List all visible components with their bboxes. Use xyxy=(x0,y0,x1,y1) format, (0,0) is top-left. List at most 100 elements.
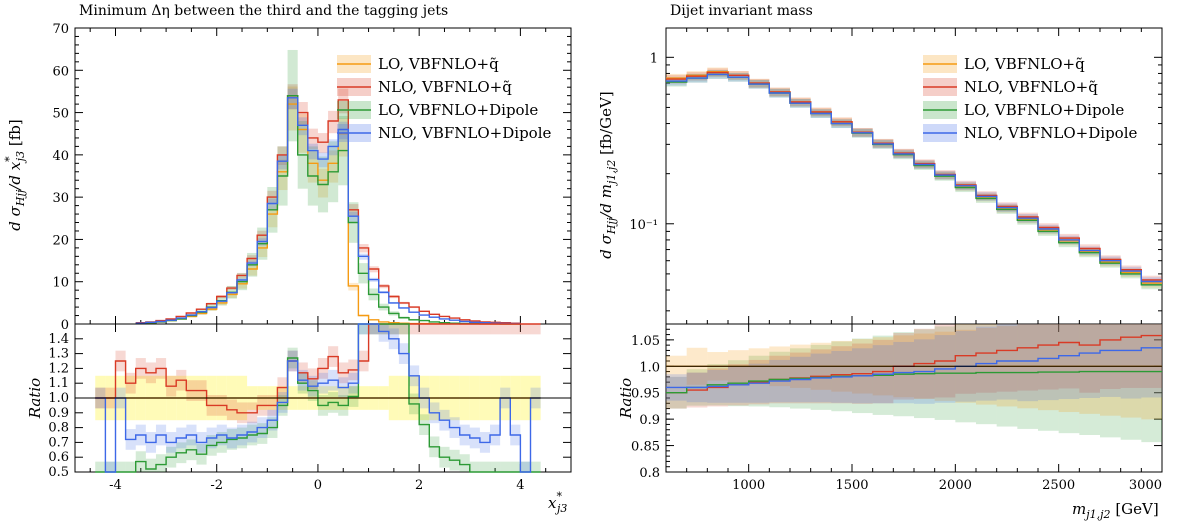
y-tick-label: 40 xyxy=(52,149,69,164)
ratio-band xyxy=(469,461,480,472)
series-0-band xyxy=(297,113,308,153)
series-0-band xyxy=(287,86,298,131)
ratio-band xyxy=(439,324,450,335)
ratio-band xyxy=(378,324,389,335)
ratio-band xyxy=(1058,324,1080,413)
ratio-x-tick-label: -4 xyxy=(109,478,122,493)
legend-label: NLO, VBFNLO+Dipole xyxy=(964,124,1138,142)
ratio-band xyxy=(368,324,379,335)
left-legend: LO, VBFNLO+q̃ NLO, VBFNLO+q̃ LO, VBFNLO+Di… xyxy=(337,55,552,142)
y-tick-label: 20 xyxy=(52,233,69,248)
ratio-y-tick-label: 1.3 xyxy=(48,347,69,362)
legend-label: NLO, VBFNLO+q̃ xyxy=(964,78,1098,96)
ratio-band xyxy=(1038,324,1059,401)
ratio-band xyxy=(409,324,420,335)
ratio-band xyxy=(996,324,1018,400)
ratio-band xyxy=(1141,324,1162,443)
ratio-band xyxy=(510,324,521,335)
ratio-band xyxy=(95,461,106,472)
ratio-band xyxy=(398,324,410,335)
ratio-band xyxy=(368,324,379,335)
y-tick-label: 50 xyxy=(52,107,69,122)
ratio-band xyxy=(1079,324,1100,393)
right-title: Dijet invariant mass xyxy=(670,3,813,19)
ratio-band xyxy=(1058,324,1080,434)
ratio-band xyxy=(1017,324,1038,429)
ratio-line-3 xyxy=(666,347,1162,389)
series-line-3 xyxy=(666,73,1162,283)
ratio-band xyxy=(145,458,156,472)
ratio-y-tick-label: 0.85 xyxy=(631,440,660,455)
ratio-y-tick-label: 0.8 xyxy=(639,466,660,481)
ratio-band xyxy=(1100,324,1121,416)
ratio-band xyxy=(490,461,501,472)
ratio-band xyxy=(358,324,369,335)
ratio-y-tick-label: 1.1 xyxy=(48,376,69,391)
ratio-band xyxy=(378,324,389,342)
ratio-band xyxy=(479,324,491,335)
right-y-axis-label: d σHjj/d mj1,j2 [fb/GeV] xyxy=(597,91,618,258)
series-1-band xyxy=(328,110,339,134)
ratio-band xyxy=(125,461,136,472)
ratio-band xyxy=(1100,324,1121,397)
right-main-series xyxy=(666,71,1162,286)
ratio-band xyxy=(368,324,379,335)
ratio-band xyxy=(1038,324,1059,431)
y-tick-label: 30 xyxy=(52,191,69,206)
right-ratio-panel: 0.8 0.85 0.9 0.95 1.0 1.05 1000 1500 2000 2500 300… xyxy=(631,323,1163,493)
left-x-axis-label: x* j3 xyxy=(548,490,567,515)
series-1-band xyxy=(338,88,349,114)
series-line-1 xyxy=(135,95,521,324)
ratio-y-tick-label: 1.05 xyxy=(631,334,660,349)
series-1-band xyxy=(277,146,288,166)
ratio-band xyxy=(955,324,976,394)
y-tick-label: 70 xyxy=(52,22,69,37)
series-3-band xyxy=(338,121,349,140)
series-1-band xyxy=(287,84,298,110)
series-3-band xyxy=(297,117,308,136)
ratio-band xyxy=(976,324,997,393)
ratio-band xyxy=(398,324,410,335)
ratio-band xyxy=(530,324,541,335)
ratio-band xyxy=(115,461,126,472)
ratio-x-tick-label: 1000 xyxy=(732,478,765,493)
ratio-x-tick-label: 3000 xyxy=(1129,478,1162,493)
ratio-y-tick-label: 0.95 xyxy=(631,387,660,402)
ratio-x-tick-label: 1500 xyxy=(835,478,868,493)
legend-label: LO, VBFNLO+q̃ xyxy=(378,55,499,73)
right-x-axis-label: mj1,j2 [GeV] xyxy=(1072,500,1159,521)
ratio-band xyxy=(105,461,116,472)
ratio-band xyxy=(510,461,521,472)
ratio-line-3 xyxy=(95,323,541,473)
ratio-band xyxy=(155,454,167,472)
left-title: Minimum Δη between the third and the tag… xyxy=(79,3,448,19)
right-legend: LO, VBFNLO+q̃ NLO, VBFNLO+q̃ LO, VBFNLO+Di… xyxy=(923,55,1138,142)
series-1-band xyxy=(307,128,318,150)
series-3-band xyxy=(328,139,339,156)
ratio-y-tick-label: 0.9 xyxy=(48,406,69,421)
ratio-band xyxy=(520,461,531,472)
ratio-band xyxy=(1058,324,1080,400)
ratio-band xyxy=(429,324,440,335)
ratio-y-tick-label: 1.0 xyxy=(48,391,69,406)
ratio-band xyxy=(1120,324,1142,399)
ratio-band xyxy=(530,461,541,472)
series-0-band xyxy=(277,159,288,191)
series-3-band xyxy=(277,154,288,170)
ratio-band xyxy=(1141,324,1162,398)
ratio-y-tick-label: 0.9 xyxy=(639,413,660,428)
left-ratio-y-label: Ratio xyxy=(26,378,44,419)
ratio-band xyxy=(419,324,430,335)
ratio-band xyxy=(976,324,997,425)
series-0-band xyxy=(348,282,359,291)
ratio-band xyxy=(388,324,399,335)
ratio-x-tick-label: 2 xyxy=(415,478,423,493)
right-ratio-series xyxy=(666,334,1162,394)
ratio-band xyxy=(388,324,399,335)
series-0-band xyxy=(247,264,258,276)
right-ratio-y-label: Ratio xyxy=(617,378,635,419)
series-1-band xyxy=(297,102,308,126)
legend-label: LO, VBFNLO+Dipole xyxy=(378,101,538,119)
series-3-band xyxy=(307,143,318,160)
series-0-band xyxy=(338,118,349,157)
